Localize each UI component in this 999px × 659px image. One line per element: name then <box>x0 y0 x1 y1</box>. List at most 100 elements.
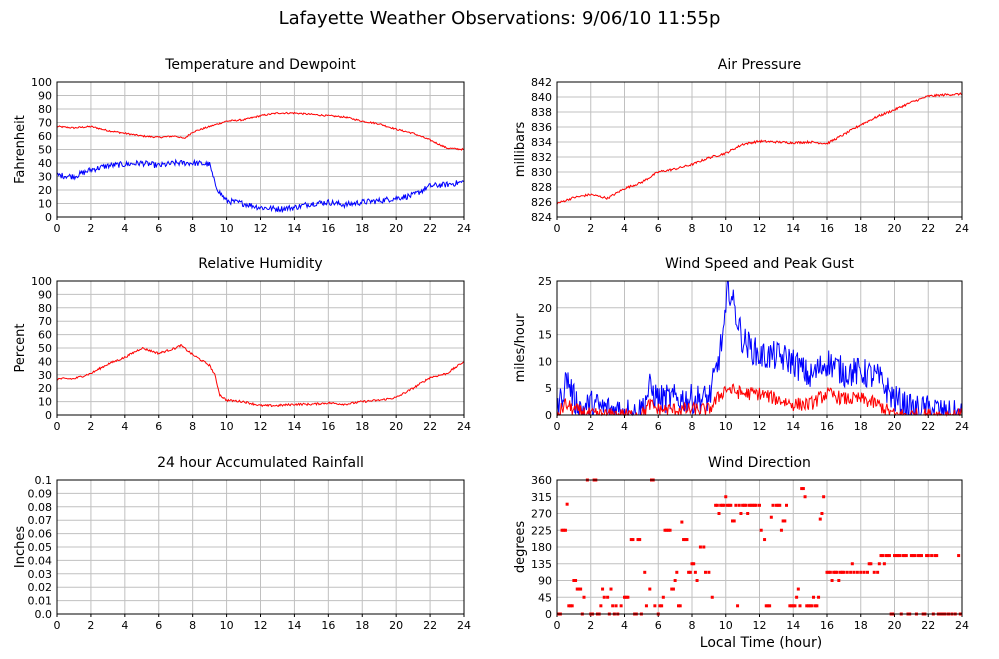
y-tick-label: 832 <box>531 151 552 164</box>
y-tick-label: 20 <box>38 184 52 197</box>
x-tick-label: 8 <box>189 619 196 632</box>
data-point <box>920 554 923 558</box>
x-tick-label: 18 <box>854 222 868 235</box>
x-tick-label: 8 <box>189 222 196 235</box>
x-tick-label: 0 <box>554 222 561 235</box>
data-point <box>835 570 839 574</box>
data-point <box>725 503 729 507</box>
data-point <box>704 570 707 574</box>
x-tick-label: 24 <box>457 420 471 433</box>
y-tick-label: 0.01 <box>28 595 53 608</box>
x-tick-label: 12 <box>753 420 767 433</box>
x-tick-label: 6 <box>155 420 162 433</box>
series-line-1 <box>56 158 465 214</box>
chart-title: Wind Speed and Peak Gust <box>665 256 854 272</box>
data-point <box>685 538 689 542</box>
data-point <box>886 554 890 558</box>
data-point <box>930 554 934 558</box>
data-point <box>747 503 751 507</box>
y-tick-label: 15 <box>538 329 552 342</box>
x-tick-label: 14 <box>287 420 301 433</box>
y-tick-label: 70 <box>38 315 52 328</box>
data-point <box>599 604 603 608</box>
y-tick-label: 25 <box>538 275 552 288</box>
data-point <box>855 570 859 574</box>
data-point <box>643 570 647 574</box>
y-tick-label: 10 <box>38 198 52 211</box>
page-title: Lafayette Weather Observations: 9/06/10 … <box>278 8 721 29</box>
series-line-0 <box>556 280 963 417</box>
x-tick-label: 16 <box>820 619 834 632</box>
data-point <box>727 503 731 507</box>
y-tick-label: 90 <box>38 288 52 301</box>
x-tick-label: 8 <box>689 222 696 235</box>
series-line-1 <box>556 383 963 417</box>
data-point <box>832 570 836 574</box>
data-point <box>577 587 581 591</box>
data-point <box>805 604 809 608</box>
data-point <box>918 554 922 558</box>
data-point <box>793 604 797 608</box>
x-tick-label: 18 <box>854 619 868 632</box>
plot-frame <box>56 479 465 615</box>
x-tick-label: 8 <box>689 619 696 632</box>
y-tick-label: 360 <box>531 474 552 487</box>
data-point <box>790 604 794 608</box>
y-tick-label: 828 <box>531 181 552 194</box>
x-tick-label: 12 <box>753 222 767 235</box>
y-tick-label: 40 <box>38 355 52 368</box>
x-tick-label: 22 <box>423 619 437 632</box>
data-point <box>916 554 920 558</box>
y-tick-label: 100 <box>31 275 52 288</box>
y-tick-label: 0 <box>545 608 552 621</box>
x-tick-label: 20 <box>888 420 902 433</box>
data-point <box>734 503 738 507</box>
data-point <box>695 579 699 582</box>
y-tick-label: 80 <box>38 302 52 315</box>
data-point <box>926 554 930 558</box>
plot-frame <box>556 280 963 416</box>
x-tick-label: 6 <box>655 420 662 433</box>
data-point <box>744 503 748 507</box>
data-point <box>801 487 805 491</box>
data-point <box>867 562 871 566</box>
data-point <box>862 570 866 574</box>
x-tick-label: 18 <box>355 222 369 235</box>
y-tick-label: 826 <box>531 196 552 209</box>
y-tick-label: 45 <box>538 591 552 604</box>
data-point <box>904 554 908 558</box>
data-point <box>781 519 785 523</box>
data-point <box>673 579 677 582</box>
data-point <box>872 570 876 574</box>
data-point <box>729 503 733 507</box>
data-point <box>666 528 670 532</box>
y-tick-label: 10 <box>38 396 52 409</box>
x-tick-label: 24 <box>955 222 969 235</box>
data-point <box>894 554 898 558</box>
data-point <box>687 570 691 574</box>
data-point <box>665 528 669 532</box>
data-point <box>830 579 834 582</box>
data-point <box>574 579 578 582</box>
data-point <box>722 503 726 507</box>
data-point <box>876 570 880 574</box>
data-point <box>567 604 571 608</box>
x-tick-label: 2 <box>87 619 94 632</box>
data-point <box>631 538 635 542</box>
x-tick-label: 0 <box>54 222 61 235</box>
x-tick-label: 2 <box>587 420 594 433</box>
data-point <box>776 503 780 507</box>
y-tick-label: 0 <box>45 211 52 224</box>
x-tick-label: 4 <box>121 222 128 235</box>
x-tick-label: 12 <box>254 420 268 433</box>
y-tick-label: 0.05 <box>28 541 53 554</box>
data-point <box>623 595 626 599</box>
x-tick-label: 24 <box>457 222 471 235</box>
y-tick-label: 180 <box>531 541 552 554</box>
data-point <box>840 570 844 574</box>
x-tick-label: 4 <box>621 222 628 235</box>
x-tick-label: 14 <box>287 222 301 235</box>
data-point <box>909 554 913 558</box>
data-point <box>866 570 869 574</box>
series-line-0 <box>56 343 465 408</box>
